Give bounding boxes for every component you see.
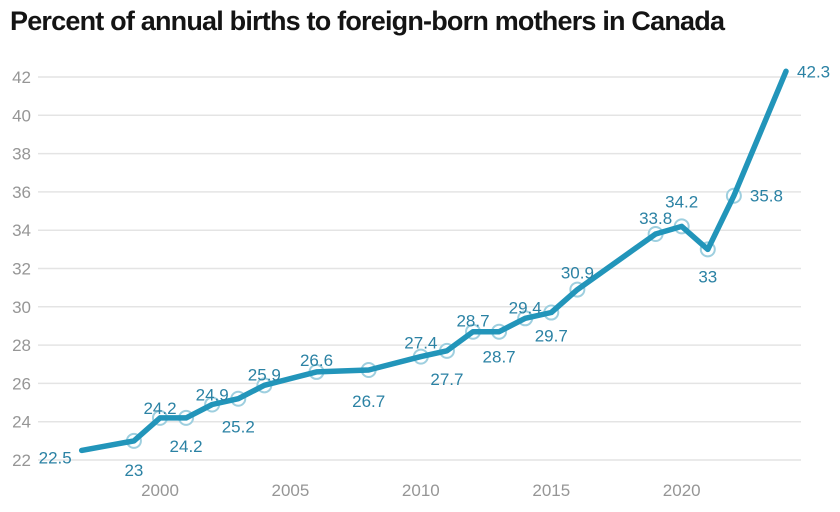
data-point-label: 34.2: [665, 192, 698, 211]
y-axis-tick-label: 26: [12, 374, 31, 393]
chart-title: Percent of annual births to foreign-born…: [10, 6, 725, 36]
data-point-label: 26.7: [352, 392, 385, 411]
data-point-label: 24.2: [143, 399, 176, 418]
x-axis-tick-label: 2015: [532, 481, 570, 500]
y-axis-tick-label: 30: [12, 298, 31, 317]
x-axis-tick-label: 2010: [402, 481, 440, 500]
y-axis-tick-label: 22: [12, 451, 31, 470]
y-axis-tick-label: 36: [12, 183, 31, 202]
data-point-label: 42.3: [797, 62, 830, 81]
data-point-label: 28.7: [456, 312, 489, 331]
data-point-label: 27.4: [404, 334, 437, 353]
data-point-label: 29.7: [535, 327, 568, 346]
data-point-label: 24.2: [170, 437, 203, 456]
data-point-label: 23: [124, 461, 143, 480]
trend-line: [78, 68, 789, 454]
data-point-label: 25.2: [222, 418, 255, 437]
data-point-label: 24.9: [196, 385, 229, 404]
data-point-label: 25.9: [248, 365, 281, 384]
y-axis-tick-label: 42: [12, 68, 31, 87]
y-axis-tick-label: 24: [12, 413, 31, 432]
data-point-label: 26.6: [300, 351, 333, 370]
y-axis-tick-label: 40: [12, 106, 31, 125]
y-axis-tick-label: 32: [12, 260, 31, 279]
data-point-label: 30.9: [561, 264, 594, 283]
data-point-label: 33.8: [639, 209, 672, 228]
x-axis-tick-label: 2005: [272, 481, 310, 500]
data-point-label: 29.4: [509, 298, 542, 317]
x-axis-tick-label: 2000: [141, 481, 179, 500]
data-point-label: 35.8: [750, 187, 783, 206]
y-axis-tick-label: 34: [12, 221, 31, 240]
data-point-label: 27.7: [430, 370, 463, 389]
x-axis-tick-label: 2020: [663, 481, 701, 500]
data-point-label: 28.7: [483, 348, 516, 367]
y-axis-tick-label: 38: [12, 145, 31, 164]
y-axis-tick-label: 28: [12, 336, 31, 355]
data-point-label: 22.5: [39, 448, 72, 467]
data-point-label: 33: [698, 267, 717, 286]
